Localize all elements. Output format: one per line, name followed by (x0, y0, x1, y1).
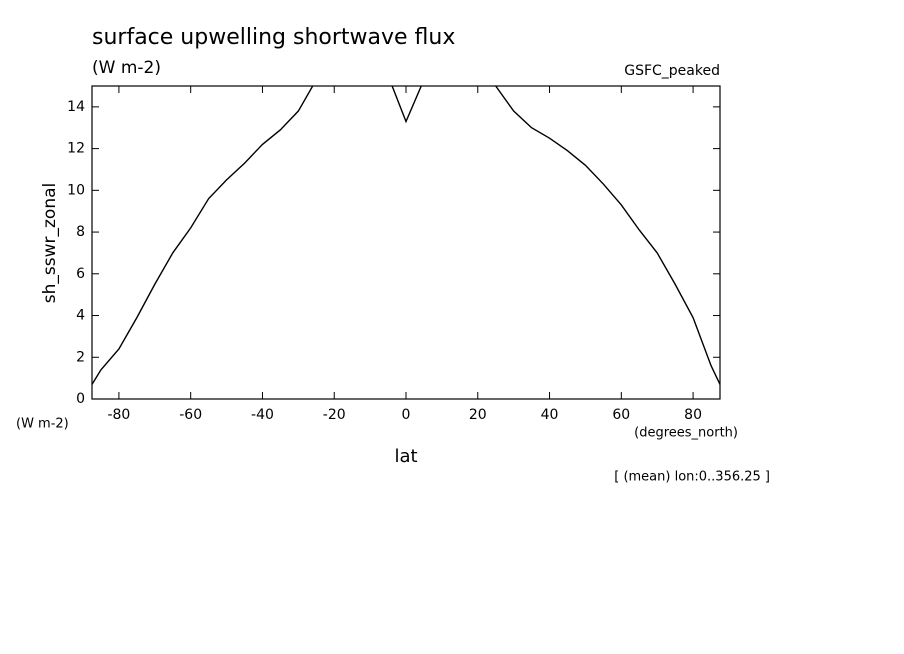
x-tick-label: -60 (179, 407, 202, 423)
x-tick-label: -20 (323, 407, 346, 423)
y-tick-label: 2 (76, 349, 85, 365)
chart-title: surface upwelling shortwave flux (92, 25, 455, 50)
dataset-label: GSFC_peaked (624, 63, 720, 79)
plot-area (92, 86, 720, 385)
y-axis-label: sh_sswr_zonal (40, 183, 60, 303)
line (92, 86, 720, 385)
subtitle: (W m-2) (92, 58, 161, 78)
y-tick-label: 8 (76, 224, 85, 240)
x-tick-label: 80 (684, 407, 702, 423)
y-tick-label: 14 (67, 99, 85, 115)
x-tick-label: 60 (612, 407, 630, 423)
x-tick-label: -80 (107, 407, 130, 423)
y-tick-label: 0 (76, 391, 85, 407)
x-axis-label: lat (394, 446, 417, 467)
y-tick-label: 10 (67, 182, 85, 198)
x-tick-label: 20 (469, 407, 487, 423)
y-tick-label: 12 (67, 141, 85, 157)
y-tick-label: 6 (76, 266, 85, 282)
y-tick-label: 4 (76, 308, 85, 324)
x-tick-label: 40 (541, 407, 559, 423)
x-units: (degrees_north) (634, 426, 738, 441)
x-tick-label: -40 (251, 407, 274, 423)
annotation: [ (mean) lon:0..356.25 ] (614, 470, 770, 485)
y-units: (W m-2) (16, 417, 69, 432)
x-tick-label: 0 (402, 407, 411, 423)
